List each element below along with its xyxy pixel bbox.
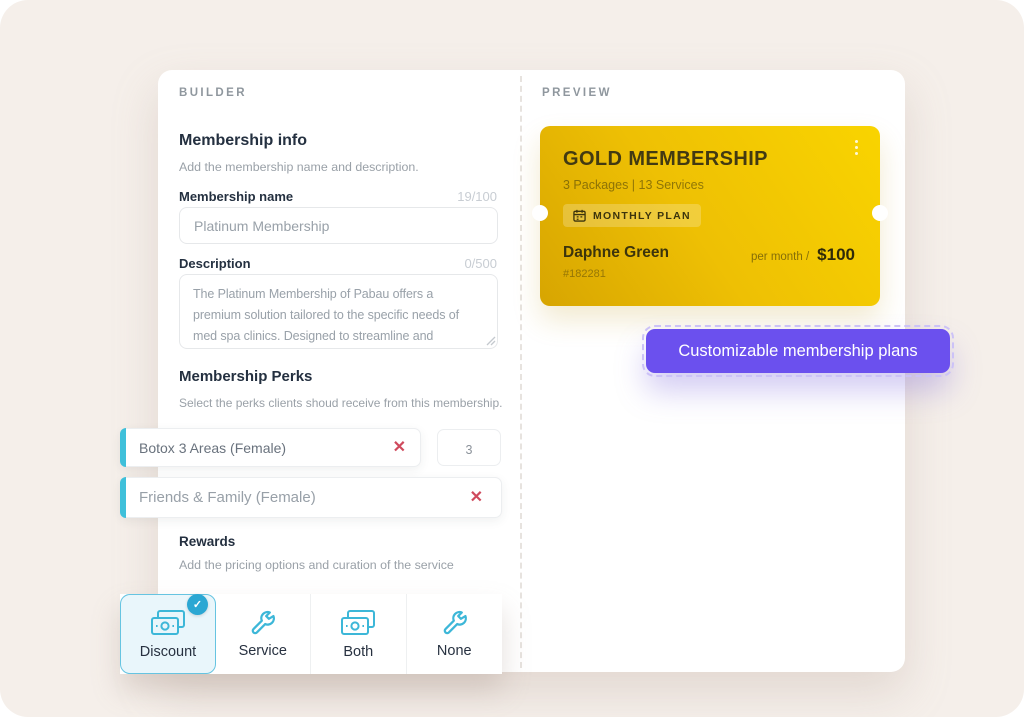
membership-info-subtitle: Add the membership name and description. [179,160,419,174]
preview-section-label: PREVIEW [542,87,612,99]
perk-row[interactable]: Botox 3 Areas (Female) ✕ [120,428,421,467]
rewards-subtitle: Add the pricing options and curation of … [179,558,454,572]
plan-badge-label: MONTHLY PLAN [593,209,691,222]
feature-callout-badge: Customizable membership plans [642,325,954,377]
membership-name-input[interactable] [179,207,498,244]
description-textarea[interactable]: The Platinum Membership of Pabau offers … [179,274,498,349]
option-label: Discount [139,643,197,660]
calendar-icon [573,209,586,222]
selected-check-icon: ✓ [187,594,208,615]
reward-options-strip: Discount ✓ Service Both None [120,594,502,674]
remove-perk-icon[interactable]: ✕ [469,489,483,506]
price-prefix: per month / [751,251,810,263]
member-id: #182281 [563,268,606,280]
perk-name: Friends & Family (Female) [139,489,316,506]
membership-preview-card: GOLD MEMBERSHIP 3 Packages | 13 Services… [532,126,888,306]
membership-perks-subtitle: Select the perks clients shoud receive f… [179,396,503,410]
card-title: GOLD MEMBERSHIP [563,148,768,170]
builder-section-label: BUILDER [179,87,247,99]
wrench-icon [443,610,467,635]
option-none[interactable]: None [406,594,502,674]
remove-perk-icon[interactable]: ✕ [392,439,406,456]
option-service[interactable]: Service [215,594,311,674]
option-discount[interactable]: Discount ✓ [120,594,216,674]
membership-name-counter: 19/100 [457,189,497,204]
card-notch-right [872,205,888,221]
option-label: Service [238,643,287,659]
banknote-icon [151,609,185,635]
card-meta: 3 Packages | 13 Services [563,178,704,192]
card-notch-left [532,205,548,221]
perk-name: Botox 3 Areas (Female) [139,439,287,456]
price-group: per month / $100 [751,245,855,265]
membership-name-label: Membership name [179,189,294,204]
perk-quantity-input[interactable] [437,429,501,466]
option-label: None [436,643,472,659]
description-label: Description [179,256,251,271]
perk-row[interactable]: Friends & Family (Female) ✕ [120,477,502,518]
banknote-icon [341,609,376,635]
member-name: Daphne Green [563,244,669,261]
option-both[interactable]: Both [311,594,407,674]
plan-badge: MONTHLY PLAN [563,204,701,227]
wrench-icon [252,610,276,635]
option-label: Both [343,643,374,660]
description-counter: 0/500 [464,256,497,271]
card-menu-icon[interactable] [855,140,858,155]
price-amount: $100 [817,245,855,264]
membership-perks-title: Membership Perks [179,368,313,385]
membership-info-title: Membership info [179,132,308,149]
feature-callout-text: Customizable membership plans [678,341,918,360]
panel-divider [520,76,522,668]
rewards-title: Rewards [179,534,236,549]
